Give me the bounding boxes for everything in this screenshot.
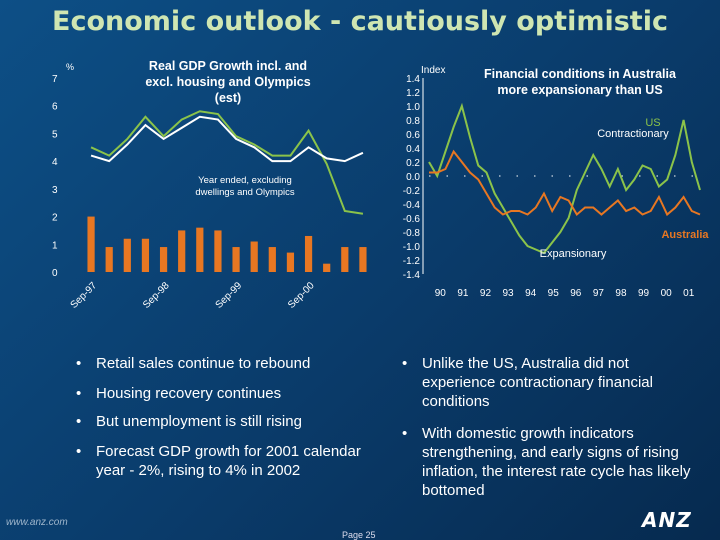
y-tick-label: 1.0 (406, 102, 420, 113)
y-tick-label: 0.6 (406, 130, 420, 141)
annotation-contractionary: Contractionary (597, 128, 669, 140)
y-tick-label: -0.6 (403, 214, 421, 225)
gdp-line (90, 115, 364, 163)
gdp-bar (359, 247, 367, 272)
y-tick-label: -1.4 (403, 270, 421, 281)
y-tick-label: 0.8 (406, 116, 420, 127)
bullet-item: Retail sales continue to rebound (72, 354, 310, 373)
bullet-item: But unemployment is still rising (72, 412, 302, 431)
x-tick-label: 00 (661, 288, 673, 299)
gdp-bar (159, 247, 168, 272)
gdp-bar (105, 247, 113, 272)
x-tick-label: Sep-97 (69, 280, 100, 311)
y-tick-label: 4 (52, 157, 58, 168)
x-tick-label: 98 (615, 288, 627, 299)
x-tick-label: 95 (548, 288, 560, 299)
gdp-bar (196, 227, 204, 272)
y-tick-label: -0.2 (403, 186, 421, 197)
bullet-item: Housing recovery continues (72, 384, 281, 403)
gdp-bar (304, 235, 313, 272)
gdp-bar (268, 247, 276, 272)
gdp-bar (286, 252, 295, 272)
chart-annotation: Year ended, excluding (198, 175, 292, 186)
bullet-item: Forecast GDP growth for 2001 calendar ye… (72, 442, 372, 480)
y-tick-label: -0.4 (403, 200, 421, 211)
annotation-expansionary: Expansionary (540, 248, 607, 260)
gdp-bar (250, 241, 258, 272)
y-tick-label: 1.4 (406, 74, 420, 85)
x-tick-label: 91 (457, 288, 469, 299)
bullet-item: With domestic growth indicators strength… (398, 424, 693, 500)
y-tick-label: 1.2 (406, 88, 420, 99)
gdp-line (90, 110, 364, 215)
financial-conditions-chart: Financial conditions in Australia more ex… (403, 65, 710, 299)
x-tick-label: 96 (570, 288, 582, 299)
x-tick-label: 94 (525, 288, 537, 299)
y-tick-label: -0.8 (403, 228, 421, 239)
x-tick-label: Sep-00 (286, 280, 317, 311)
y-tick-label: -1.2 (403, 256, 421, 267)
y-tick-label: 0 (52, 268, 58, 279)
gdp-bar (214, 230, 222, 272)
slide-title: Economic outlook - cautiously optimistic (52, 6, 668, 37)
bullet-item: Unlike the US, Australia did not experie… (398, 354, 693, 411)
x-tick-label: 97 (593, 288, 605, 299)
y-tick-label: 0.4 (406, 144, 420, 155)
chart-title: Financial conditions in Australia (484, 67, 677, 81)
gdp-bar (141, 238, 150, 272)
gdp-bar (178, 230, 186, 272)
x-tick-label: 93 (502, 288, 514, 299)
y-tick-label: -1.0 (403, 242, 421, 253)
x-tick-label: Sep-99 (214, 280, 245, 311)
series-line (428, 102, 701, 255)
y-tick-label: 1 (52, 240, 58, 251)
chart-title: excl. housing and Olympics (145, 75, 310, 89)
y-tick-label: 7 (52, 74, 58, 85)
gdp-bar (341, 247, 349, 272)
chart-annotation: dwellings and Olympics (195, 187, 295, 198)
x-tick-label: 99 (638, 288, 650, 299)
y-axis-label: % (66, 62, 74, 72)
gdp-bar (232, 247, 240, 272)
x-tick-label: 90 (435, 288, 447, 299)
footer-url[interactable]: www.anz.com (6, 517, 68, 528)
chart-title: more expansionary than US (497, 83, 662, 97)
anz-logo: ANZ (642, 508, 692, 532)
x-tick-label: Sep-98 (141, 280, 172, 311)
y-tick-label: 2 (52, 213, 58, 224)
y-axis-label: Index (421, 65, 445, 76)
series-label-us: US (645, 117, 660, 129)
series-line (429, 149, 701, 217)
chart-title: Real GDP Growth incl. and (149, 59, 307, 73)
x-tick-label: 01 (683, 288, 695, 299)
chart-title: (est) (215, 91, 241, 105)
gdp-bar (123, 238, 131, 272)
series-label-australia: Australia (661, 229, 709, 241)
y-tick-label: 6 (52, 102, 58, 113)
y-tick-label: 0.2 (406, 158, 420, 169)
gdp-bar (87, 216, 95, 272)
y-tick-label: 3 (52, 185, 58, 196)
page-number: Page 25 (342, 530, 376, 540)
gdp-bar (323, 263, 331, 272)
y-tick-label: 0.0 (406, 172, 420, 183)
x-tick-label: 92 (480, 288, 492, 299)
gdp-growth-chart: Real GDP Growth incl. and excl. housing a… (52, 59, 367, 311)
y-tick-label: 5 (52, 129, 58, 140)
bullets-left: Retail sales continue to rebound Housing… (72, 354, 372, 504)
bullets-right: Unlike the US, Australia did not experie… (398, 354, 693, 504)
